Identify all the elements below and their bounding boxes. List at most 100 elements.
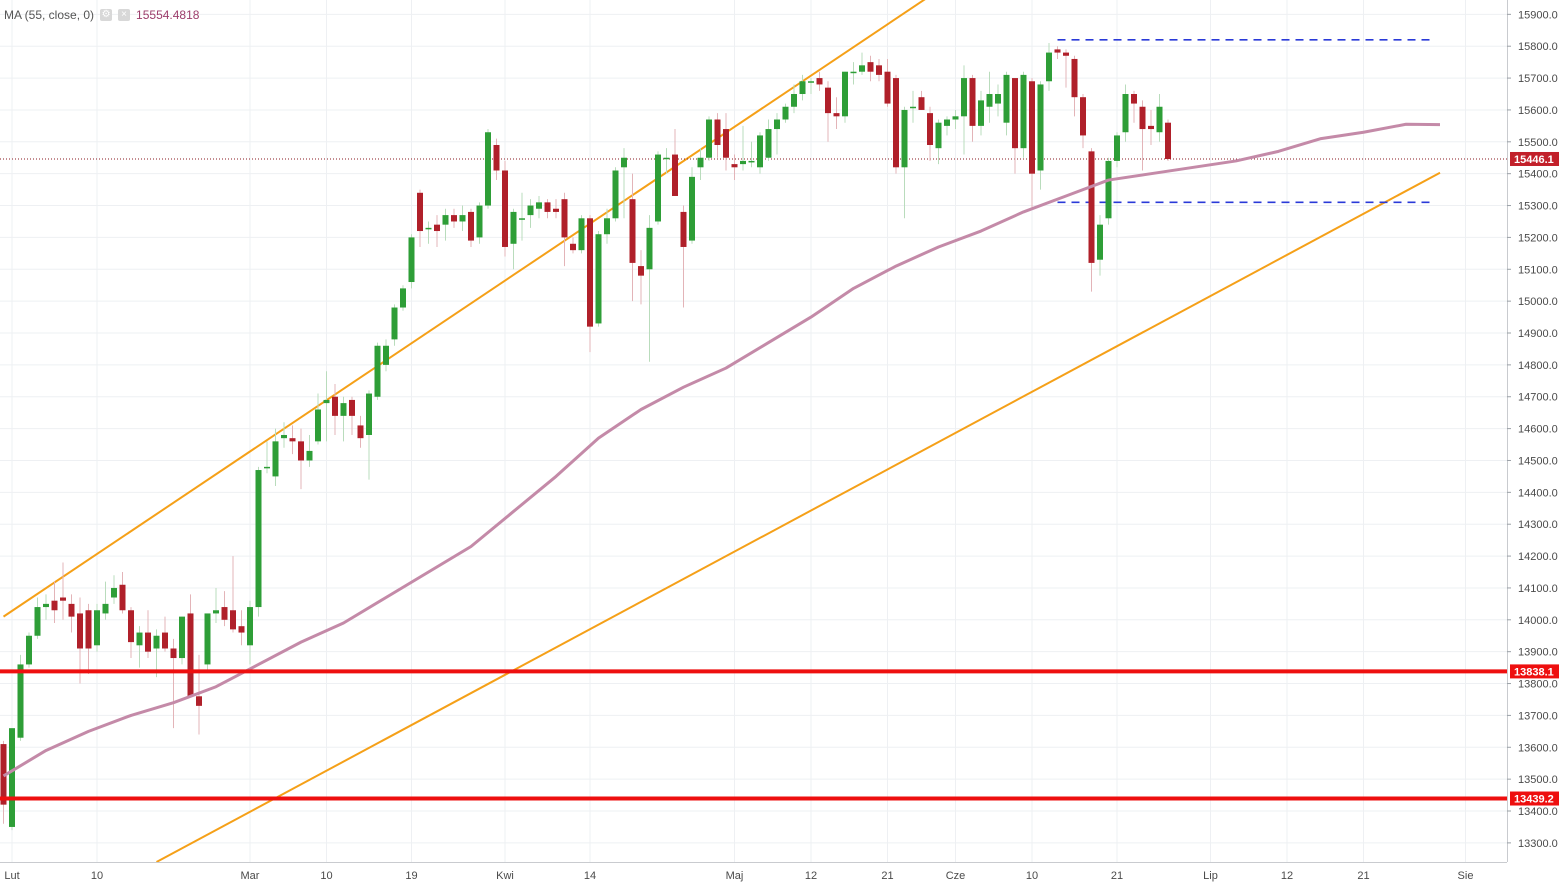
candle-bullish: [663, 148, 670, 174]
candle-body: [1037, 84, 1044, 171]
candle-body: [1071, 58, 1078, 98]
candle-bearish: [876, 58, 882, 82]
price-axis-label: 14700.0: [1518, 392, 1558, 404]
candle-body: [179, 616, 185, 659]
candle-bullish: [527, 199, 534, 228]
candle-body: [1029, 81, 1035, 174]
candle-bullish: [1020, 71, 1027, 158]
candle-body: [1003, 74, 1010, 123]
candle-body: [332, 396, 338, 416]
candle-body: [893, 78, 899, 168]
candle-bearish: [1165, 119, 1171, 161]
candle-body: [204, 613, 211, 665]
candle-bearish: [1071, 55, 1078, 117]
candle-body: [595, 234, 602, 324]
candle-body: [833, 113, 840, 117]
price-axis-label: 15300.0: [1518, 201, 1558, 213]
candle-bullish: [748, 141, 755, 168]
candle-body: [961, 78, 967, 117]
candle-body: [697, 157, 704, 168]
candle-bearish: [1012, 78, 1018, 174]
close-icon[interactable]: ×: [118, 9, 131, 21]
candle-bullish: [850, 62, 857, 85]
candle-body: [536, 202, 542, 209]
candle-bullish: [604, 208, 610, 244]
candle-bullish: [901, 106, 908, 219]
candle-body: [1063, 52, 1069, 56]
candle-bearish: [1080, 94, 1086, 149]
candle-body: [621, 157, 627, 168]
candle-body: [680, 211, 687, 247]
candle-bullish: [247, 600, 253, 665]
candle-body: [748, 160, 755, 163]
candle-body: [663, 157, 670, 160]
time-axis-label: Lip: [1203, 870, 1218, 882]
price-axis-label: 14000.0: [1518, 615, 1558, 627]
candle-body: [1105, 160, 1112, 219]
price-axis-label: 13400.0: [1518, 806, 1558, 818]
candle-bearish: [60, 562, 66, 620]
candle-body: [162, 632, 168, 649]
candle-body: [604, 218, 610, 235]
candle-bearish: [1148, 109, 1154, 145]
candle-body: [910, 106, 916, 109]
candle-bullish: [408, 234, 415, 289]
price-axis-label: 15700.0: [1518, 73, 1558, 85]
candle-bearish: [332, 383, 338, 435]
candle-bullish: [459, 205, 466, 232]
candle-body: [1131, 94, 1137, 104]
candle-body: [451, 215, 457, 222]
candle-bearish: [825, 81, 831, 142]
candle-bearish: [587, 215, 593, 353]
price-axis-label: 15800.0: [1518, 41, 1558, 53]
candle-body: [553, 208, 559, 212]
candle-body: [391, 307, 398, 340]
candle-body: [289, 438, 296, 442]
candle-body: [9, 728, 15, 827]
candle-body: [689, 176, 695, 241]
candle-bullish: [264, 441, 270, 474]
candle-body: [1139, 106, 1146, 130]
candle-body: [1080, 97, 1086, 136]
candle-bearish: [221, 591, 228, 627]
candle-body: [434, 224, 440, 232]
candle-body: [51, 600, 58, 611]
candle-body: [544, 202, 551, 212]
indicator-legend: MA (55, close, 0) ⚙ × 15554.4818: [4, 8, 199, 22]
candle-body: [17, 664, 24, 738]
candle-body: [102, 603, 109, 614]
candle-body: [825, 87, 831, 114]
candle-body: [969, 78, 976, 126]
last-price-tag-text: 15446.1: [1514, 154, 1554, 166]
candle-bearish: [1131, 90, 1137, 123]
candle-body: [323, 399, 330, 404]
candle-bearish: [1029, 78, 1035, 209]
gear-icon[interactable]: ⚙: [100, 9, 113, 21]
candle-body: [68, 603, 75, 617]
candle-body: [196, 696, 202, 706]
candle-body: [672, 154, 678, 196]
candle-body: [502, 170, 508, 247]
candle-bullish: [808, 78, 814, 95]
candle-bearish: [1139, 100, 1146, 171]
candle-bearish: [238, 610, 245, 646]
candle-bullish: [978, 90, 984, 136]
candle-body: [527, 205, 534, 216]
candle-body: [519, 218, 525, 220]
candle-body: [570, 243, 576, 251]
candle-body: [1156, 106, 1163, 133]
candle-bearish: [672, 129, 678, 196]
candle-bullish: [383, 339, 389, 372]
candle-body: [476, 205, 483, 238]
candle-bearish: [867, 55, 874, 82]
candle-body: [927, 113, 933, 145]
candle-body: [255, 470, 262, 608]
candle-body: [901, 109, 908, 168]
candle-body: [408, 237, 415, 283]
candle-body: [774, 119, 780, 130]
candle-bearish: [927, 106, 933, 161]
candle-bearish: [51, 581, 58, 623]
candle-bullish: [706, 116, 712, 161]
